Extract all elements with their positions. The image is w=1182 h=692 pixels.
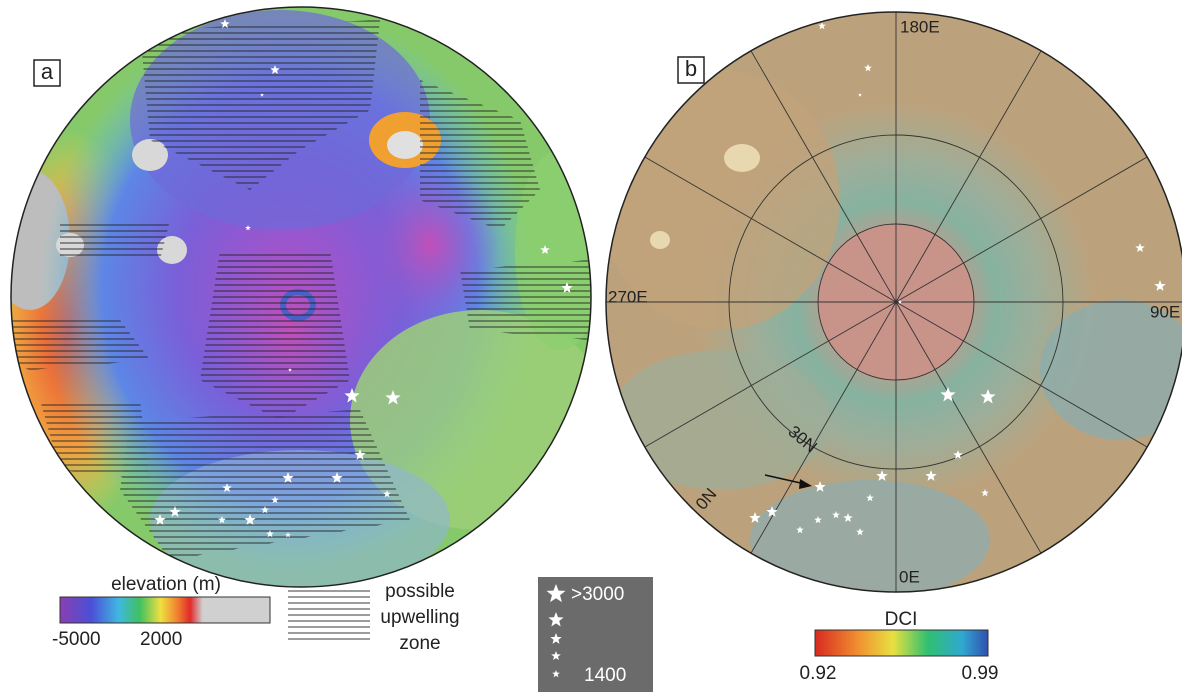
star: [814, 481, 826, 492]
elevation-map: [11, 7, 591, 587]
star: [1154, 280, 1166, 291]
terrain: [750, 480, 990, 592]
star: [864, 64, 872, 72]
star: [866, 494, 874, 502]
longitude-label: 90E: [1150, 302, 1180, 321]
star: [856, 528, 864, 536]
legend-text: possible: [385, 581, 455, 602]
volcano: [157, 236, 187, 264]
star: [981, 489, 989, 497]
star: [222, 483, 232, 492]
star: [244, 514, 256, 525]
longitude-label: 270E: [608, 287, 648, 306]
legend-text: upwelling: [380, 607, 459, 628]
meridian: [635, 301, 897, 453]
star: [925, 470, 937, 481]
star: [546, 584, 566, 603]
star: [940, 387, 956, 402]
meridian: [635, 151, 897, 303]
stars-b: [749, 22, 1166, 536]
panel-label-box: [677, 56, 705, 84]
star: [832, 511, 840, 519]
colorbar-label: 0.92: [800, 663, 837, 684]
star: [220, 19, 230, 28]
star: [266, 530, 274, 538]
volcano: [724, 144, 760, 172]
star: [169, 506, 181, 517]
meridian: [895, 301, 1047, 563]
star: [818, 22, 826, 30]
legend-title: elevation (m): [111, 574, 221, 595]
map-outline: [10, 6, 592, 588]
star: [561, 282, 573, 293]
star: [766, 506, 778, 517]
star: [282, 472, 294, 483]
graticule: [606, 12, 1182, 592]
star: [245, 225, 251, 231]
star: [154, 514, 166, 525]
arrow-head: [799, 479, 812, 489]
panel-label: b: [685, 56, 697, 81]
longitude-label: 180E: [900, 17, 940, 36]
star: [260, 93, 264, 97]
star: [540, 245, 550, 254]
colorbar-label: 2000: [140, 629, 182, 650]
meridian: [745, 41, 897, 303]
terrain: [610, 350, 830, 490]
panel-label-box: [33, 59, 61, 87]
dci-map: [606, 12, 1182, 592]
star: [796, 526, 804, 534]
star: [218, 516, 226, 524]
star: [980, 389, 996, 404]
star: [550, 633, 562, 644]
volcano: [132, 139, 168, 171]
star: [285, 532, 291, 538]
meridian: [895, 301, 1157, 453]
arrow: [764, 474, 806, 485]
star: [898, 300, 902, 304]
star: [331, 472, 343, 483]
colorbar: [59, 596, 271, 624]
star: [749, 512, 761, 523]
meridian: [745, 301, 897, 563]
star: [354, 449, 366, 460]
legend-text: zone: [399, 633, 440, 654]
star: [953, 450, 963, 459]
star: [876, 470, 888, 481]
panel-label: a: [41, 59, 54, 84]
terrain: [1040, 300, 1182, 440]
star: [383, 490, 391, 498]
map-outline: [605, 11, 1182, 593]
star: [843, 513, 853, 522]
star: [270, 65, 280, 74]
star: [814, 516, 822, 524]
star: [261, 506, 269, 514]
longitude-label: 0E: [899, 567, 920, 586]
star: [344, 388, 360, 403]
stars-a: [154, 19, 573, 538]
colorbar-label: 0.99: [962, 663, 999, 684]
star: [552, 670, 560, 678]
star: [288, 368, 292, 372]
upwelling-zone: [11, 20, 590, 560]
meridian: [895, 151, 1157, 303]
star: [858, 93, 862, 97]
volcano: [387, 131, 423, 159]
volcano: [650, 231, 670, 249]
meridian: [895, 41, 1047, 303]
star: [385, 390, 401, 405]
legend-text: 1400: [584, 665, 626, 686]
colorbar-label: -5000: [52, 629, 101, 650]
star-legend-symbols: [546, 584, 566, 678]
colorbar: [814, 629, 989, 657]
star: [1135, 243, 1145, 252]
star: [548, 612, 564, 627]
hatch-swatch: [288, 588, 370, 642]
star: [271, 496, 279, 504]
legend-text: >3000: [571, 584, 624, 605]
legend-title: DCI: [885, 609, 918, 630]
star: [551, 651, 561, 660]
